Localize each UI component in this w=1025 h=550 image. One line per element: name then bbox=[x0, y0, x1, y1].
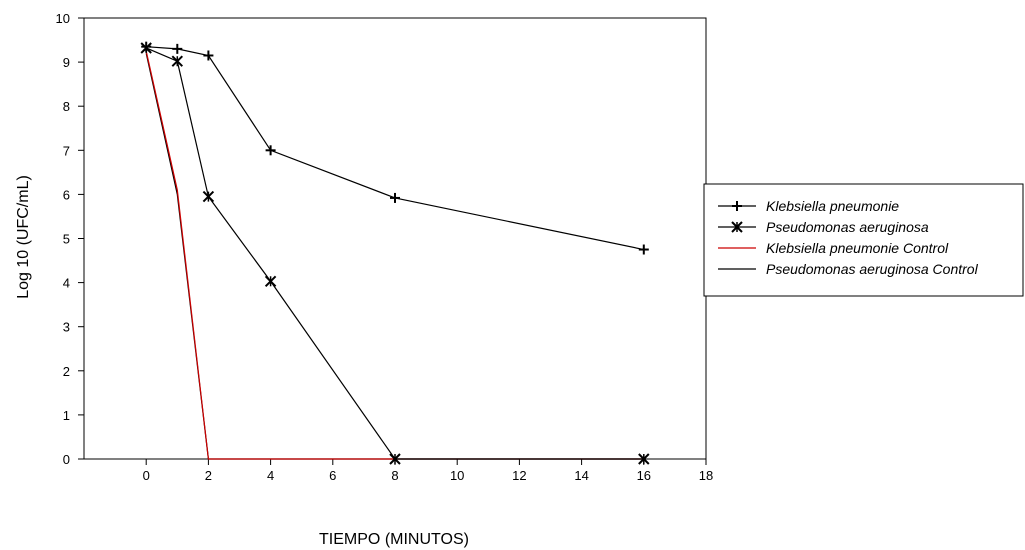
legend-item: Klebsiella pneumonie Control bbox=[718, 240, 949, 256]
x-tick-label: 0 bbox=[143, 468, 150, 483]
series-line bbox=[145, 47, 644, 460]
legend-box bbox=[703, 183, 1024, 297]
series-line bbox=[145, 53, 644, 460]
y-tick-label: 4 bbox=[63, 276, 70, 291]
y-tick-label: 6 bbox=[63, 187, 70, 202]
series-3 bbox=[145, 53, 644, 460]
series-1 bbox=[140, 42, 650, 465]
legend-item: Pseudomonas aeruginosa bbox=[718, 219, 929, 235]
legend-label: Klebsiella pneumonie Control bbox=[766, 240, 949, 256]
plot-frame bbox=[83, 17, 707, 460]
legend: Klebsiella pneumonie Pseudomonas aerugino… bbox=[703, 183, 1024, 297]
x-tick-label: 18 bbox=[699, 468, 713, 483]
x-tick-label: 10 bbox=[450, 468, 464, 483]
series-line bbox=[146, 46, 644, 251]
y-tick-label: 0 bbox=[63, 452, 70, 467]
x-tick-label: 16 bbox=[637, 468, 651, 483]
x-tick-label: 4 bbox=[267, 468, 274, 483]
series-line bbox=[145, 50, 644, 460]
y-tick-label: 8 bbox=[63, 99, 70, 114]
x-tick-label: 14 bbox=[574, 468, 588, 483]
series-layer bbox=[140, 41, 650, 465]
y-tick-label: 5 bbox=[63, 232, 70, 247]
legend-item: Pseudomonas aeruginosa Control bbox=[718, 261, 979, 277]
y-tick-label: 2 bbox=[63, 364, 70, 379]
y-axis-title: Log 10 (UFC/mL) bbox=[15, 175, 32, 299]
y-tick-label: 3 bbox=[63, 320, 70, 335]
y-tick-label: 9 bbox=[63, 55, 70, 70]
y-tick-label: 7 bbox=[63, 143, 70, 158]
legend-label: Klebsiella pneumonie bbox=[766, 198, 899, 214]
legend-item: Klebsiella pneumonie bbox=[718, 198, 899, 214]
y-tick-label: 10 bbox=[56, 11, 70, 26]
legend-label: Pseudomonas aeruginosa Control bbox=[766, 261, 979, 277]
legend-label: Pseudomonas aeruginosa bbox=[766, 219, 929, 235]
y-tick-label: 1 bbox=[63, 408, 70, 423]
series-2 bbox=[145, 50, 644, 460]
x-tick-label: 2 bbox=[205, 468, 212, 483]
x-tick-label: 8 bbox=[391, 468, 398, 483]
x-tick-label: 12 bbox=[512, 468, 526, 483]
x-tick-label: 6 bbox=[329, 468, 336, 483]
series-0 bbox=[141, 41, 649, 255]
x-axis-title: TIEMPO (MINUTOS) bbox=[319, 531, 469, 548]
